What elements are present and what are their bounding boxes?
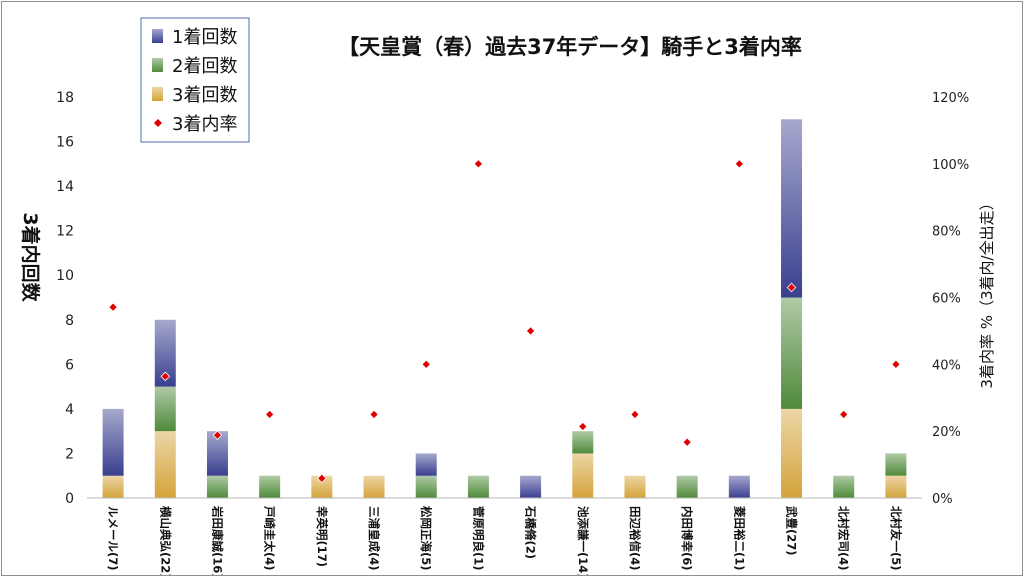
legend-label: 3着回数 [172,85,237,106]
legend-swatch [152,87,163,101]
rate-point [786,282,797,293]
y-right-tick-label: 60% [932,292,961,307]
bar-segment [311,475,333,498]
x-tick-label: 戸崎圭太(4) [263,506,277,571]
bar-segment [781,297,803,409]
y-right-tick-label: 80% [932,225,961,240]
x-tick-label: 北村友一(5) [889,506,903,571]
bar-segment [572,431,594,454]
bar-segment [676,475,698,498]
x-tick-label: 幸英明(17) [315,506,329,567]
y-left-tick-label: 6 [65,357,74,373]
bar-segment [102,475,124,498]
chart-title: 【天皇賞（春）過去37年データ】騎手と3着内率 [338,35,802,59]
bar-segment [467,475,489,498]
x-tick-label: 菱田裕二(1) [732,506,746,571]
x-tick-label: 石橋脩(2) [524,505,538,559]
bar-segment [102,408,124,476]
x-tick-label: 田辺裕信(4) [628,506,642,571]
y-left-tick-label: 4 [65,402,74,418]
y-left-tick-label: 16 [56,135,74,151]
rate-point [682,437,692,447]
bar-segment [206,475,228,498]
rate-point [421,359,431,370]
rate-point [369,409,379,420]
bar-segment [624,475,646,498]
x-tick-label: 岩田康誠(16) [210,505,224,575]
legend-swatch [152,29,163,43]
bar-segment [833,475,855,498]
bar-layer [102,119,907,498]
rate-point [108,302,118,312]
y-left-tick-label: 14 [56,179,74,195]
bar-segment [781,119,803,298]
bar-segment [885,475,907,498]
x-tick-label: 内田博幸(6) [680,506,694,571]
rate-point [160,371,171,382]
y-left-tick-label: 8 [65,313,74,329]
y-right-tick-label: 20% [932,425,961,440]
rate-point [264,409,275,420]
x-tick-label: 武豊(27) [785,506,799,556]
bar-segment [206,431,228,476]
bar-segment [728,475,750,498]
legend: 1着回数 2着回数 3着回数 3着内率 [140,17,250,143]
y-left-tick-label: 0 [65,491,74,507]
y-left-tick-label: 10 [56,268,74,284]
x-tick-label: 松岡正海(5) [419,506,433,571]
x-tick-label: 池添謙一(14) [576,506,590,575]
rate-point [525,326,536,336]
rate-point [891,359,901,370]
bar-segment [781,408,803,498]
rate-point [317,473,327,484]
bar-segment [154,386,176,432]
legend-marker [154,119,162,127]
x-axis-labels: ルメール(7) 横山典弘(22) 岩田康誠(16) 戸崎圭太(4) 幸英明(17) 三浦皇… [106,505,903,575]
legend-label: 3着内率 [172,114,237,135]
y-left-tick-label: 18 [56,90,74,106]
rate-point-layer [108,159,901,484]
rate-point [838,409,849,420]
y-axis-left-label: 3着内回数 [19,212,42,302]
rate-point [473,159,484,169]
bar-segment [885,453,907,476]
y-left-tick-label: 12 [56,224,74,240]
legend-label: 2着回数 [172,56,237,77]
x-tick-label: ルメール(7) [106,506,120,571]
x-tick-label: 北村宏司(4) [837,506,851,571]
y-right-tick-label: 40% [932,358,961,373]
rate-point [212,430,223,440]
bar-segment [363,475,385,498]
x-tick-label: 横山典弘(22) [158,506,172,575]
bar-segment [415,453,437,476]
x-tick-label: 三浦皇成(4) [367,506,381,571]
x-tick-label: 菅原明良(1) [471,506,485,571]
rate-point [578,421,588,432]
y-right-tick-label: 100% [932,158,969,173]
bar-segment [415,475,437,498]
bar-segment [154,431,176,498]
y-right-tick-label: 0% [932,492,953,507]
bar-segment [520,475,542,498]
y-left-tick-label: 2 [65,446,74,462]
rate-point [630,409,640,420]
y-axis-right-label: 3着内率 %（3着内/全出走） [978,195,996,388]
bar-segment [259,475,281,498]
rate-point [734,159,745,169]
bar-segment [572,453,594,498]
y-axis-left-ticks: 0 2 4 6 8 10 12 14 16 18 [56,90,74,507]
legend-swatch [152,58,163,72]
y-axis-right-ticks: 0% 20% 40% 60% 80% 100% 120% [932,91,969,507]
bar-segment [154,319,176,387]
y-right-tick-label: 120% [932,91,969,106]
legend-label: 1着回数 [172,27,237,48]
